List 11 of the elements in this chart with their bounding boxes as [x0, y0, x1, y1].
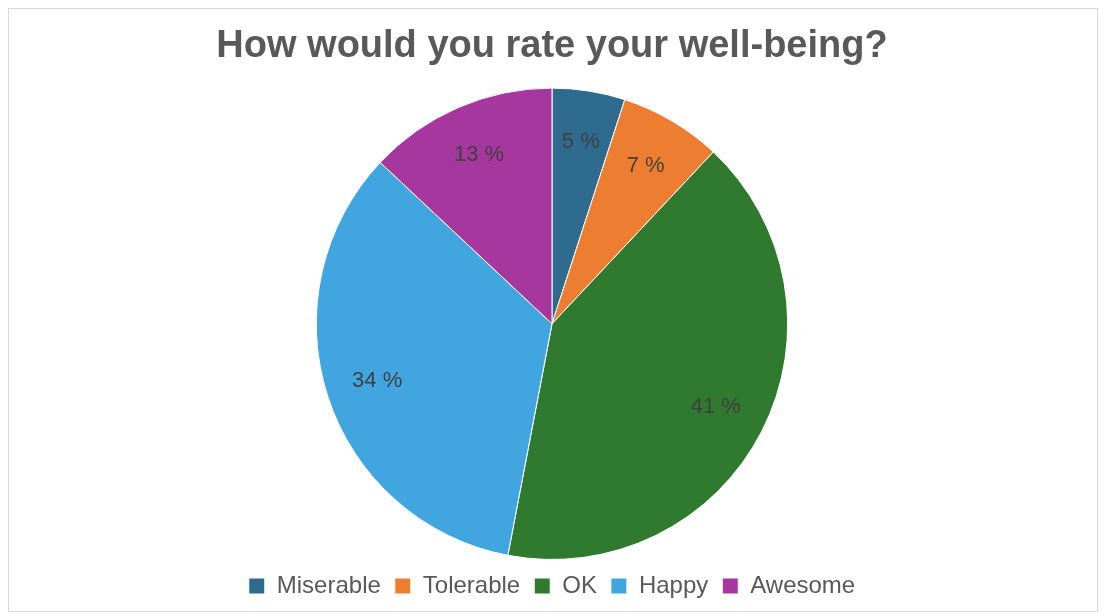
chart-title: How would you rate your well-being? — [216, 23, 888, 66]
legend-label: Miserable — [276, 570, 381, 598]
legend-label: Awesome — [750, 570, 856, 598]
data-label: 41 % — [690, 393, 741, 419]
data-label: 34 % — [352, 366, 403, 392]
legend-label: Tolerable — [422, 570, 521, 598]
data-label: 5 % — [561, 128, 600, 154]
legend-label: OK — [562, 570, 597, 598]
data-label: 13 % — [453, 141, 505, 167]
legend-label: Happy — [638, 570, 709, 598]
data-label: 7 % — [626, 151, 665, 177]
